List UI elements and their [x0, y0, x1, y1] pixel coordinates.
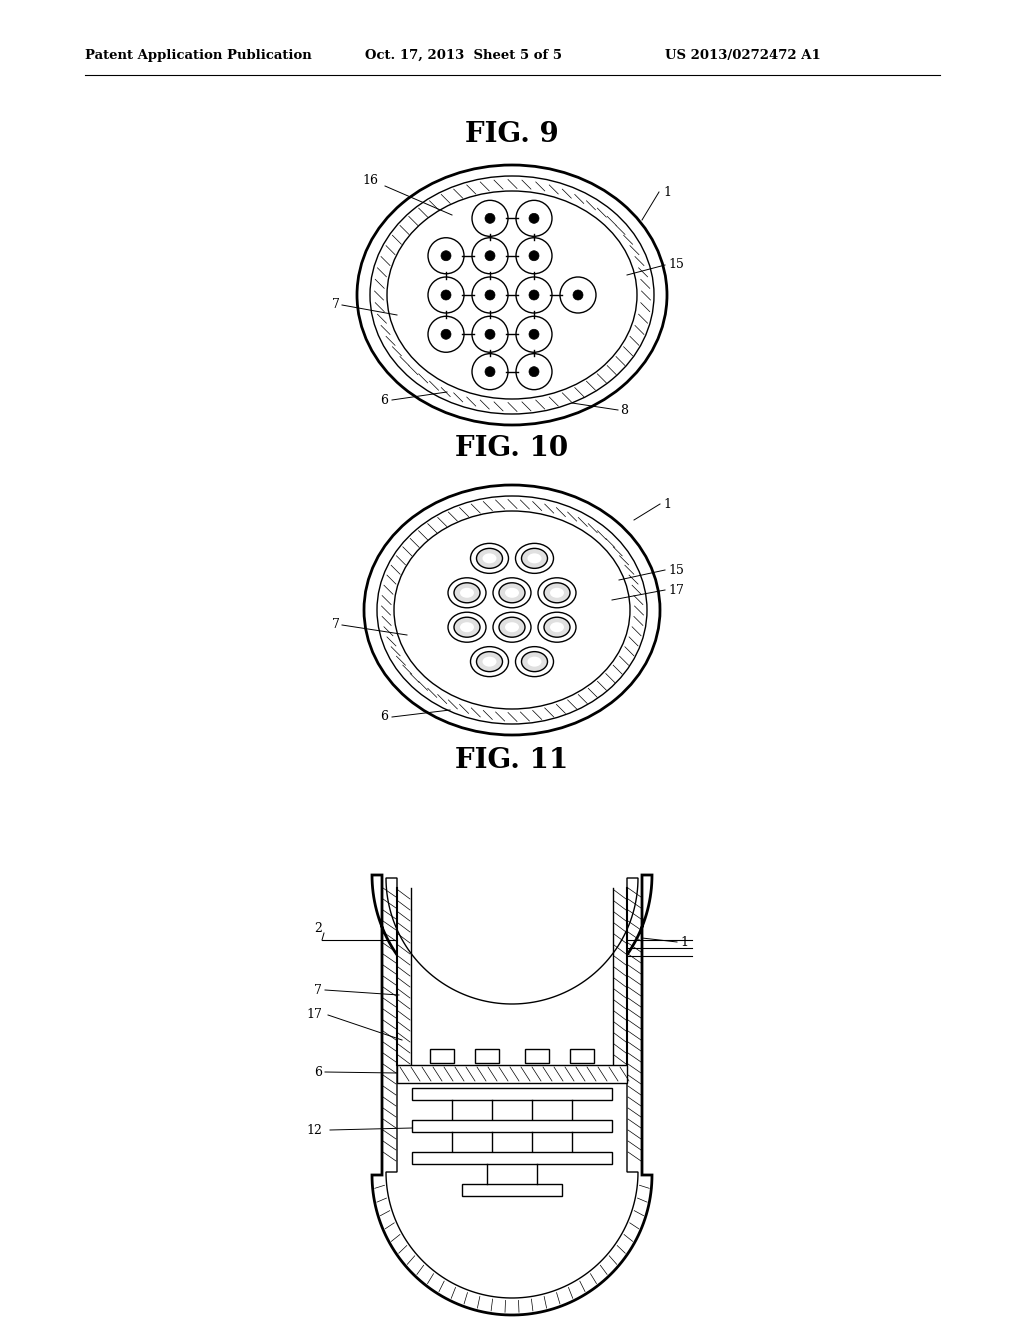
Circle shape [485, 214, 495, 223]
Circle shape [529, 251, 539, 261]
Ellipse shape [505, 587, 519, 598]
Text: 6: 6 [380, 710, 388, 723]
Circle shape [516, 354, 552, 389]
Circle shape [472, 238, 508, 273]
Circle shape [428, 238, 464, 273]
Circle shape [560, 277, 596, 313]
Bar [570, 1049, 594, 1063]
Circle shape [472, 201, 508, 236]
Text: FIG. 9: FIG. 9 [465, 121, 559, 149]
Circle shape [516, 201, 552, 236]
Ellipse shape [454, 618, 480, 638]
Ellipse shape [550, 622, 564, 632]
Ellipse shape [499, 618, 525, 638]
Ellipse shape [449, 578, 486, 607]
Text: FIG. 11: FIG. 11 [456, 747, 568, 774]
Circle shape [485, 290, 495, 300]
Circle shape [529, 214, 539, 223]
Polygon shape [386, 878, 638, 1298]
Circle shape [472, 354, 508, 389]
Text: Oct. 17, 2013  Sheet 5 of 5: Oct. 17, 2013 Sheet 5 of 5 [365, 49, 562, 62]
Ellipse shape [499, 583, 525, 603]
Ellipse shape [387, 191, 637, 399]
Circle shape [516, 238, 552, 273]
Text: 1: 1 [663, 186, 671, 198]
Text: US 2013/0272472 A1: US 2013/0272472 A1 [665, 49, 821, 62]
Text: 2: 2 [314, 921, 322, 935]
Circle shape [472, 317, 508, 352]
Text: 7: 7 [314, 983, 322, 997]
Text: 17: 17 [668, 583, 684, 597]
Text: 12: 12 [306, 1123, 322, 1137]
Circle shape [441, 329, 451, 339]
Circle shape [428, 277, 464, 313]
Circle shape [529, 290, 539, 300]
Ellipse shape [493, 612, 531, 643]
Ellipse shape [394, 511, 630, 709]
Circle shape [472, 277, 508, 313]
Circle shape [516, 317, 552, 352]
Circle shape [529, 367, 539, 376]
Ellipse shape [521, 652, 548, 672]
Ellipse shape [454, 583, 480, 603]
Ellipse shape [470, 544, 509, 573]
Text: 7: 7 [332, 619, 340, 631]
Text: 6: 6 [380, 393, 388, 407]
Bar [430, 1049, 454, 1063]
Text: 15: 15 [668, 259, 684, 272]
Circle shape [516, 277, 552, 313]
Bar [412, 1088, 612, 1100]
Text: 8: 8 [620, 404, 628, 417]
Bar [462, 1184, 562, 1196]
Circle shape [485, 329, 495, 339]
Text: 17: 17 [306, 1008, 322, 1022]
Text: 7: 7 [332, 298, 340, 312]
Circle shape [441, 290, 451, 300]
Text: 15: 15 [668, 564, 684, 577]
Ellipse shape [538, 578, 575, 607]
Bar [412, 1152, 612, 1164]
Bar [397, 1065, 627, 1082]
Ellipse shape [493, 578, 531, 607]
Text: 1: 1 [680, 936, 688, 949]
Ellipse shape [482, 553, 497, 564]
Text: FIG. 10: FIG. 10 [456, 434, 568, 462]
Ellipse shape [482, 656, 497, 667]
Ellipse shape [460, 622, 474, 632]
Circle shape [485, 367, 495, 376]
Circle shape [529, 329, 539, 339]
Ellipse shape [527, 656, 542, 667]
Ellipse shape [364, 484, 660, 735]
Ellipse shape [550, 587, 564, 598]
Ellipse shape [538, 612, 575, 643]
Ellipse shape [449, 612, 486, 643]
Ellipse shape [515, 647, 554, 677]
Text: 1: 1 [663, 498, 671, 511]
Bar [412, 1119, 612, 1133]
Text: Patent Application Publication: Patent Application Publication [85, 49, 311, 62]
Ellipse shape [515, 544, 554, 573]
Ellipse shape [460, 587, 474, 598]
Circle shape [428, 317, 464, 352]
Bar [525, 1049, 549, 1063]
Ellipse shape [527, 553, 542, 564]
Ellipse shape [505, 622, 519, 632]
Ellipse shape [521, 548, 548, 569]
Polygon shape [372, 875, 652, 1315]
Text: 6: 6 [314, 1065, 322, 1078]
Ellipse shape [377, 496, 647, 723]
Ellipse shape [544, 583, 570, 603]
Circle shape [441, 251, 451, 261]
Circle shape [485, 251, 495, 261]
Ellipse shape [476, 548, 503, 569]
Text: 16: 16 [362, 174, 378, 187]
Ellipse shape [470, 647, 509, 677]
Bar [475, 1049, 499, 1063]
Circle shape [573, 290, 583, 300]
Ellipse shape [544, 618, 570, 638]
Ellipse shape [476, 652, 503, 672]
